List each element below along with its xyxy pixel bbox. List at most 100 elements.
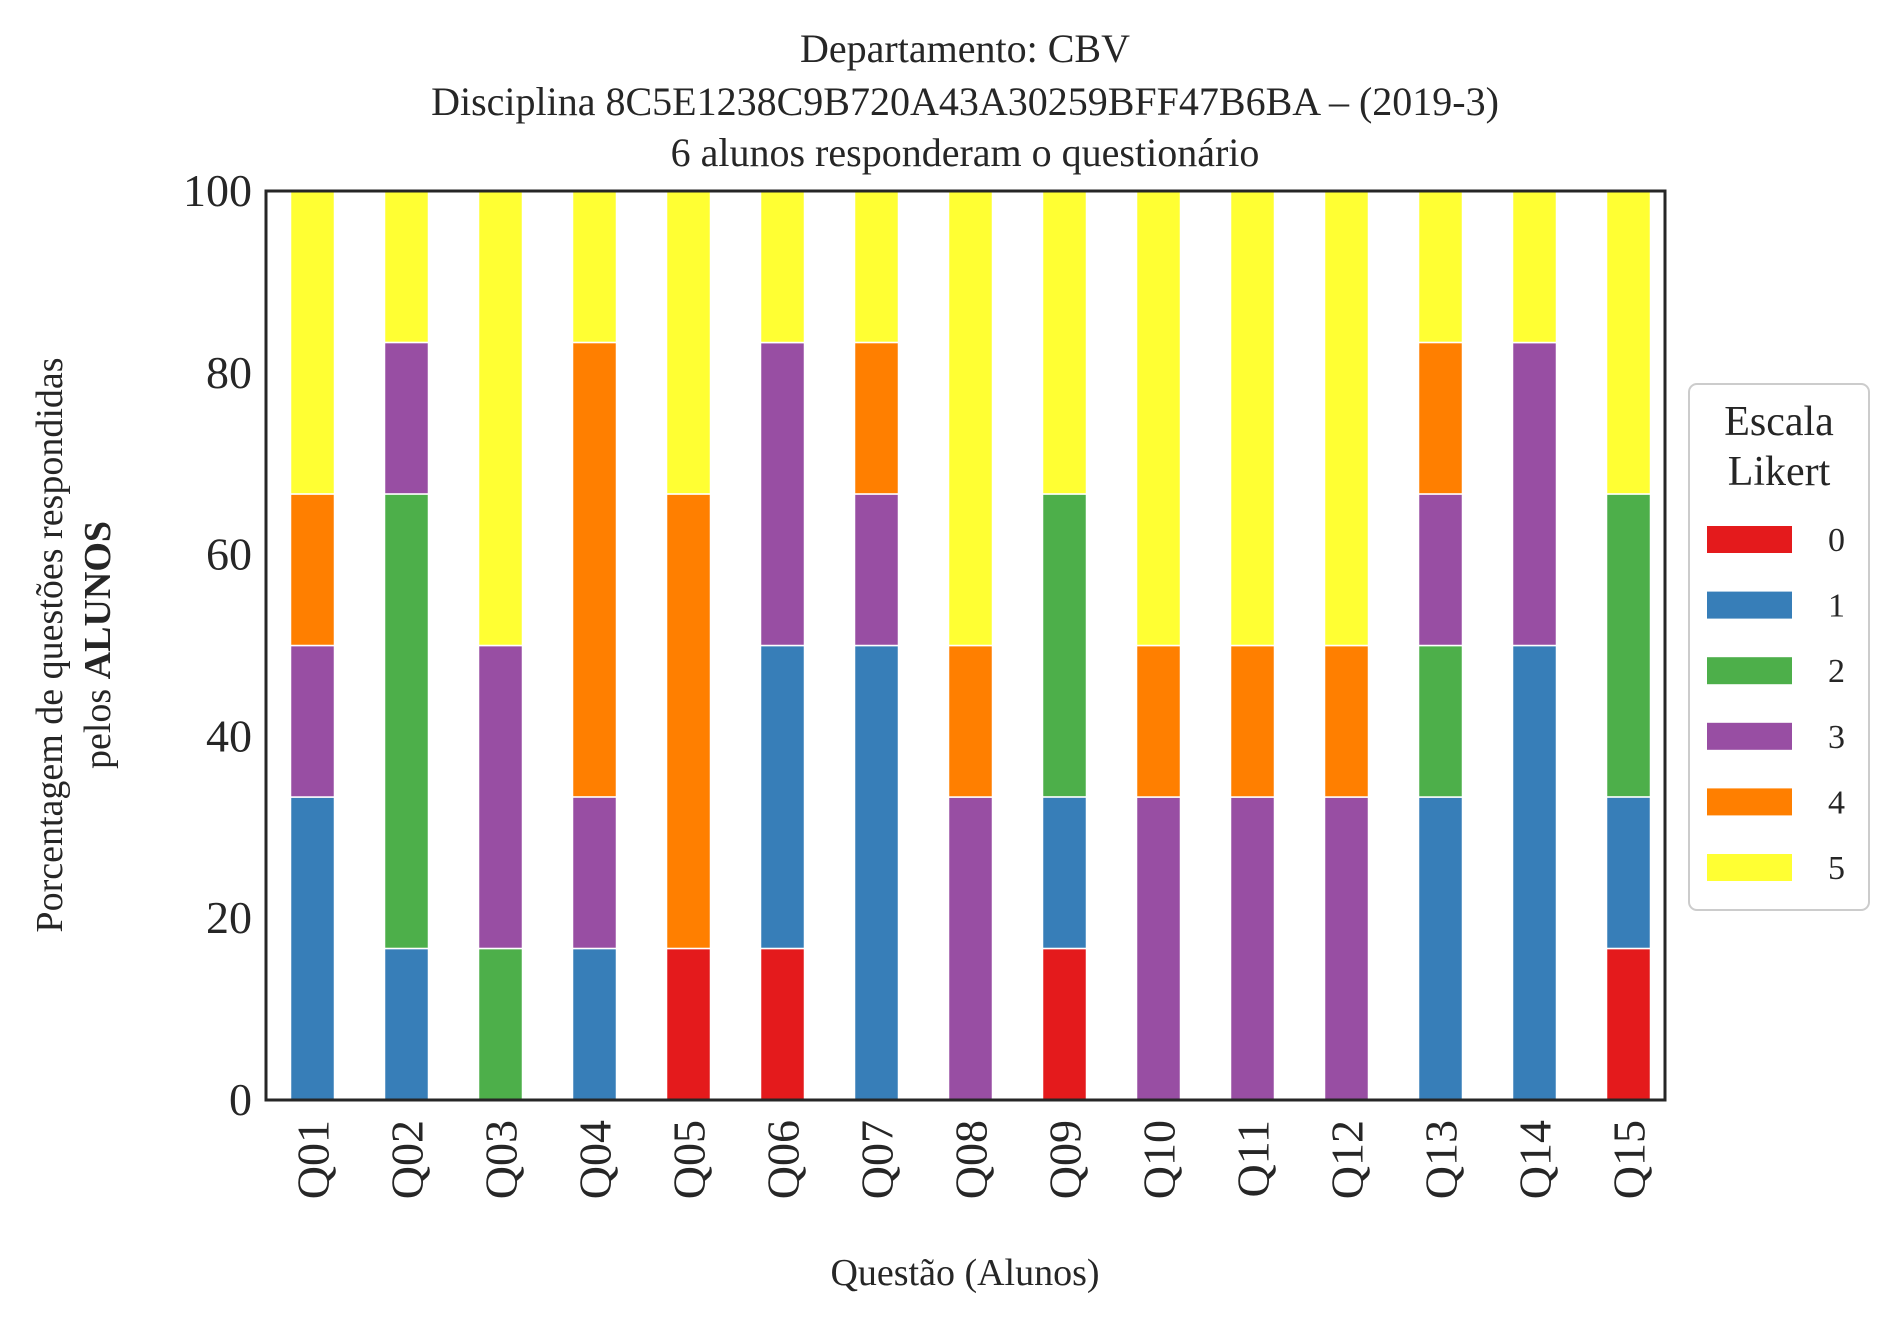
y-tick-label: 20 (206, 892, 252, 943)
bar-segment-q14-scale-1 (1511, 644, 1558, 1101)
bar-segment-q07-scale-1 (853, 644, 900, 1101)
legend-swatch-0 (1707, 526, 1792, 553)
legend-swatch-2 (1707, 657, 1792, 685)
y-axis-ticks: 0 20 40 60 80 100 (183, 165, 252, 1125)
x-tick-label-q05: Q05 (664, 1120, 715, 1199)
legend-label-1: 1 (1828, 588, 1845, 625)
x-tick-label-q15: Q15 (1604, 1120, 1655, 1199)
bar-segment-q08-scale-3 (947, 796, 994, 1101)
legend-swatch-5 (1707, 854, 1792, 881)
bar-segment-q03-scale-2 (477, 947, 524, 1101)
bar-segment-q13-scale-1 (1417, 796, 1464, 1101)
y-tick-label: 100 (183, 165, 252, 216)
bar-segment-q12-scale-4 (1323, 644, 1370, 798)
legend-label-3: 3 (1828, 719, 1845, 756)
bars-layer (289, 190, 1652, 1101)
x-tick-label-q01: Q01 (288, 1120, 339, 1199)
plot-frame (264, 189, 1667, 1102)
x-tick-label-q03: Q03 (476, 1120, 527, 1199)
bar-segment-q06-scale-3 (759, 341, 806, 647)
bar-segment-q11-scale-5 (1229, 190, 1276, 647)
bar-segment-q06-scale-5 (759, 190, 806, 344)
x-tick-label-q13: Q13 (1416, 1120, 1467, 1199)
bar-segment-q13-scale-5 (1417, 190, 1464, 344)
x-tick-label-q14: Q14 (1510, 1120, 1561, 1199)
bar-segment-q01-scale-5 (289, 190, 336, 495)
y-axis-label-line-2: pelos ALUNOS (77, 521, 119, 769)
bar-segment-q12-scale-3 (1323, 796, 1370, 1101)
bar-segment-q13-scale-3 (1417, 493, 1464, 647)
bar-segment-q05-scale-0 (665, 947, 712, 1101)
bar-segment-q15-scale-2 (1605, 493, 1652, 798)
x-tick-label-q04: Q04 (570, 1120, 621, 1199)
y-axis-label-line-1: Porcentagem de questões respondidas (29, 357, 71, 932)
legend-label-4: 4 (1828, 784, 1845, 821)
bar-segment-q07-scale-4 (853, 341, 900, 495)
bar-segment-q02-scale-5 (383, 190, 430, 344)
y-tick-label: 40 (206, 710, 252, 761)
bar-segment-q08-scale-4 (947, 644, 994, 798)
bar-segment-q02-scale-3 (383, 341, 430, 495)
title-line-2: Disciplina 8C5E1238C9B720A43A30259BFF47B… (431, 79, 1499, 124)
bar-segment-q11-scale-4 (1229, 644, 1276, 798)
legend-swatch-4 (1707, 788, 1792, 816)
bar-segment-q05-scale-5 (665, 190, 712, 495)
legend: Escala Likert 0 1 2 3 4 5 (1688, 383, 1870, 911)
x-tick-label-q12: Q12 (1322, 1120, 1373, 1199)
x-axis-label: Questão (Alunos) (830, 1252, 1099, 1294)
bar-segment-q15-scale-1 (1605, 796, 1652, 950)
bar-segment-q02-scale-2 (383, 493, 430, 950)
bar-segment-q09-scale-1 (1041, 796, 1088, 950)
bar-segment-q06-scale-1 (759, 644, 806, 950)
y-axis-label-prefix: pelos (77, 679, 119, 769)
legend-label-2: 2 (1828, 653, 1845, 690)
x-tick-label-q08: Q08 (946, 1120, 997, 1199)
bar-segment-q12-scale-5 (1323, 190, 1370, 647)
bar-segment-q07-scale-5 (853, 190, 900, 344)
bar-segment-q05-scale-4 (665, 493, 712, 950)
legend-title-line-2: Likert (1728, 449, 1831, 495)
bar-segment-q10-scale-5 (1135, 190, 1182, 647)
x-tick-label-q06: Q06 (758, 1120, 809, 1199)
bar-segment-q11-scale-3 (1229, 796, 1276, 1101)
legend-swatch-3 (1707, 722, 1792, 750)
y-axis-label-bold: ALUNOS (77, 521, 119, 679)
y-axis-label: Porcentagem de questões respondidas pelo… (29, 357, 119, 932)
bar-segment-q01-scale-1 (289, 796, 336, 1101)
bar-segment-q03-scale-5 (477, 190, 524, 647)
bar-segment-q14-scale-5 (1511, 190, 1558, 344)
bar-segment-q04-scale-3 (571, 796, 618, 950)
bar-segment-q15-scale-0 (1605, 947, 1652, 1101)
x-tick-label-q10: Q10 (1134, 1120, 1185, 1199)
legend-box (1688, 383, 1870, 911)
legend-items: 0 1 2 3 4 5 (1707, 522, 1845, 887)
bar-segment-q15-scale-5 (1605, 190, 1652, 495)
title-line-3: 6 alunos responderam o questionário (671, 130, 1260, 175)
y-tick-label: 60 (206, 529, 252, 580)
bar-segment-q13-scale-2 (1417, 644, 1464, 798)
legend-label-0: 0 (1828, 522, 1845, 559)
x-tick-label-q09: Q09 (1040, 1120, 1091, 1199)
x-axis-ticks: Q01 Q02 Q03 Q04 Q05 Q06 Q07 Q08 Q09 Q10 Q11 Q12 Q13 Q… (288, 1120, 1655, 1199)
bar-segment-q01-scale-4 (289, 493, 336, 647)
y-tick-label: 0 (229, 1074, 252, 1125)
bar-segment-q10-scale-4 (1135, 644, 1182, 798)
bar-segment-q04-scale-4 (571, 341, 618, 798)
x-tick-label-q11: Q11 (1228, 1120, 1279, 1198)
bar-segment-q09-scale-5 (1041, 190, 1088, 495)
legend-swatch-1 (1707, 591, 1792, 619)
chart-title: Departamento: CBV Disciplina 8C5E1238C9B… (431, 26, 1499, 175)
legend-label-5: 5 (1828, 850, 1845, 887)
bar-segment-q14-scale-3 (1511, 341, 1558, 647)
bar-segment-q09-scale-0 (1041, 947, 1088, 1101)
bar-segment-q03-scale-3 (477, 644, 524, 950)
bar-segment-q09-scale-2 (1041, 493, 1088, 798)
y-tick-label: 80 (206, 347, 252, 398)
bar-segment-q02-scale-1 (383, 947, 430, 1101)
bar-segment-q08-scale-5 (947, 190, 994, 647)
title-line-1: Departamento: CBV (800, 26, 1130, 71)
x-tick-label-q07: Q07 (852, 1120, 903, 1199)
bar-segment-q01-scale-3 (289, 644, 336, 798)
